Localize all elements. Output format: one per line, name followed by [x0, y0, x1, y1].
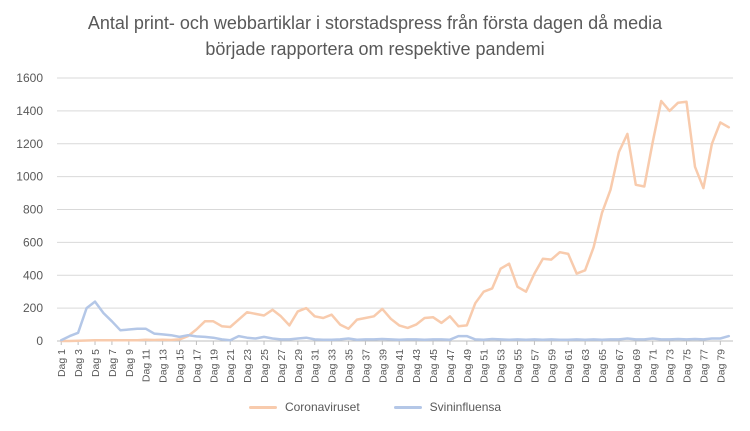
x-tick-label: Dag 15 — [175, 349, 187, 383]
x-tick-label: Dag 67 — [614, 349, 626, 383]
x-tick-label: Dag 35 — [344, 349, 356, 383]
y-tick-label: 400 — [23, 268, 43, 282]
x-tick-label: Dag 7 — [107, 349, 119, 377]
chart-title-line-1: Antal print- och webbartiklar i storstad… — [87, 13, 663, 33]
x-tick-label: Dag 39 — [377, 349, 389, 383]
legend-label-coronaviruset: Coronaviruset — [284, 400, 360, 414]
x-tick-label: Dag 61 — [563, 349, 575, 383]
chart-title: Antal print- och webbartiklar i storstad… — [0, 10, 750, 62]
x-tick-label: Dag 31 — [310, 349, 322, 383]
x-tick-label: Dag 75 — [682, 349, 694, 383]
x-tick-label: Dag 13 — [158, 349, 170, 383]
y-tick-label: 600 — [23, 235, 43, 249]
x-tick-label: Dag 17 — [191, 349, 203, 383]
x-tick-label: Dag 73 — [665, 349, 677, 383]
x-tick-label: Dag 37 — [360, 349, 372, 383]
x-tick-label: Dag 23 — [242, 349, 254, 383]
x-tick-label: Dag 5 — [90, 349, 102, 377]
x-tick-label: Dag 41 — [394, 349, 406, 383]
x-tick-label: Dag 57 — [529, 349, 541, 383]
x-tick-label: Dag 59 — [546, 349, 558, 383]
y-tick-label: 1000 — [16, 170, 43, 184]
x-tick-label: Dag 47 — [445, 349, 457, 383]
legend-item-svininfluensa: Svininfluensa — [393, 400, 502, 414]
x-tick-label: Dag 79 — [715, 349, 727, 383]
series-lines — [59, 99, 731, 343]
x-tick-label: Dag 69 — [631, 349, 643, 383]
x-axis-ticks: Dag 1 Dag 3 Dag 5 Dag 7 Dag 9 Dag 11 Dag 13 Dag… — [56, 341, 727, 383]
x-tick-label: Dag 33 — [327, 349, 339, 383]
x-tick-label: Dag 71 — [648, 349, 660, 383]
legend-swatch-svininfluensa — [393, 405, 422, 409]
x-tick-label: Dag 43 — [411, 349, 423, 383]
x-tick-label: Dag 25 — [259, 349, 271, 383]
y-tick-label: 800 — [23, 203, 43, 217]
series-line-svininfluensa — [59, 300, 731, 342]
x-tick-label: Dag 3 — [73, 349, 85, 377]
x-tick-label: Dag 29 — [293, 349, 305, 383]
x-tick-label: Dag 49 — [462, 349, 474, 383]
legend: Coronaviruset Svininfluensa — [0, 400, 750, 414]
legend-swatch-coronaviruset — [248, 405, 277, 409]
y-tick-label: 0 — [36, 334, 43, 348]
x-tick-label: Dag 1 — [56, 349, 68, 377]
x-tick-label: Dag 51 — [479, 349, 491, 383]
x-tick-label: Dag 77 — [698, 349, 710, 383]
legend-item-coronaviruset: Coronaviruset — [248, 400, 360, 414]
y-tick-label: 1600 — [16, 71, 43, 85]
x-tick-label: Dag 11 — [141, 349, 153, 382]
y-tick-label: 200 — [23, 301, 43, 315]
x-tick-label: Dag 55 — [513, 349, 525, 383]
x-tick-label: Dag 21 — [225, 349, 237, 383]
x-tick-label: Dag 65 — [597, 349, 609, 383]
x-tick-label: Dag 63 — [580, 349, 592, 383]
series-line-coronaviruset — [59, 99, 731, 343]
chart-title-line-2: började rapportera om respektive pandemi — [205, 39, 545, 59]
x-tick-label: Dag 19 — [208, 349, 220, 383]
y-tick-label: 1400 — [16, 104, 43, 118]
y-tick-label: 1200 — [16, 137, 43, 151]
legend-label-svininfluensa: Svininfluensa — [429, 400, 502, 414]
x-tick-label: Dag 53 — [496, 349, 508, 383]
x-tick-label: Dag 9 — [124, 349, 136, 377]
x-tick-label: Dag 27 — [276, 349, 288, 383]
y-axis-ticks: 0 200 400 600 800 1000 1200 1400 1600 — [16, 71, 43, 348]
gridlines — [57, 77, 733, 342]
x-tick-label: Dag 45 — [428, 349, 440, 383]
